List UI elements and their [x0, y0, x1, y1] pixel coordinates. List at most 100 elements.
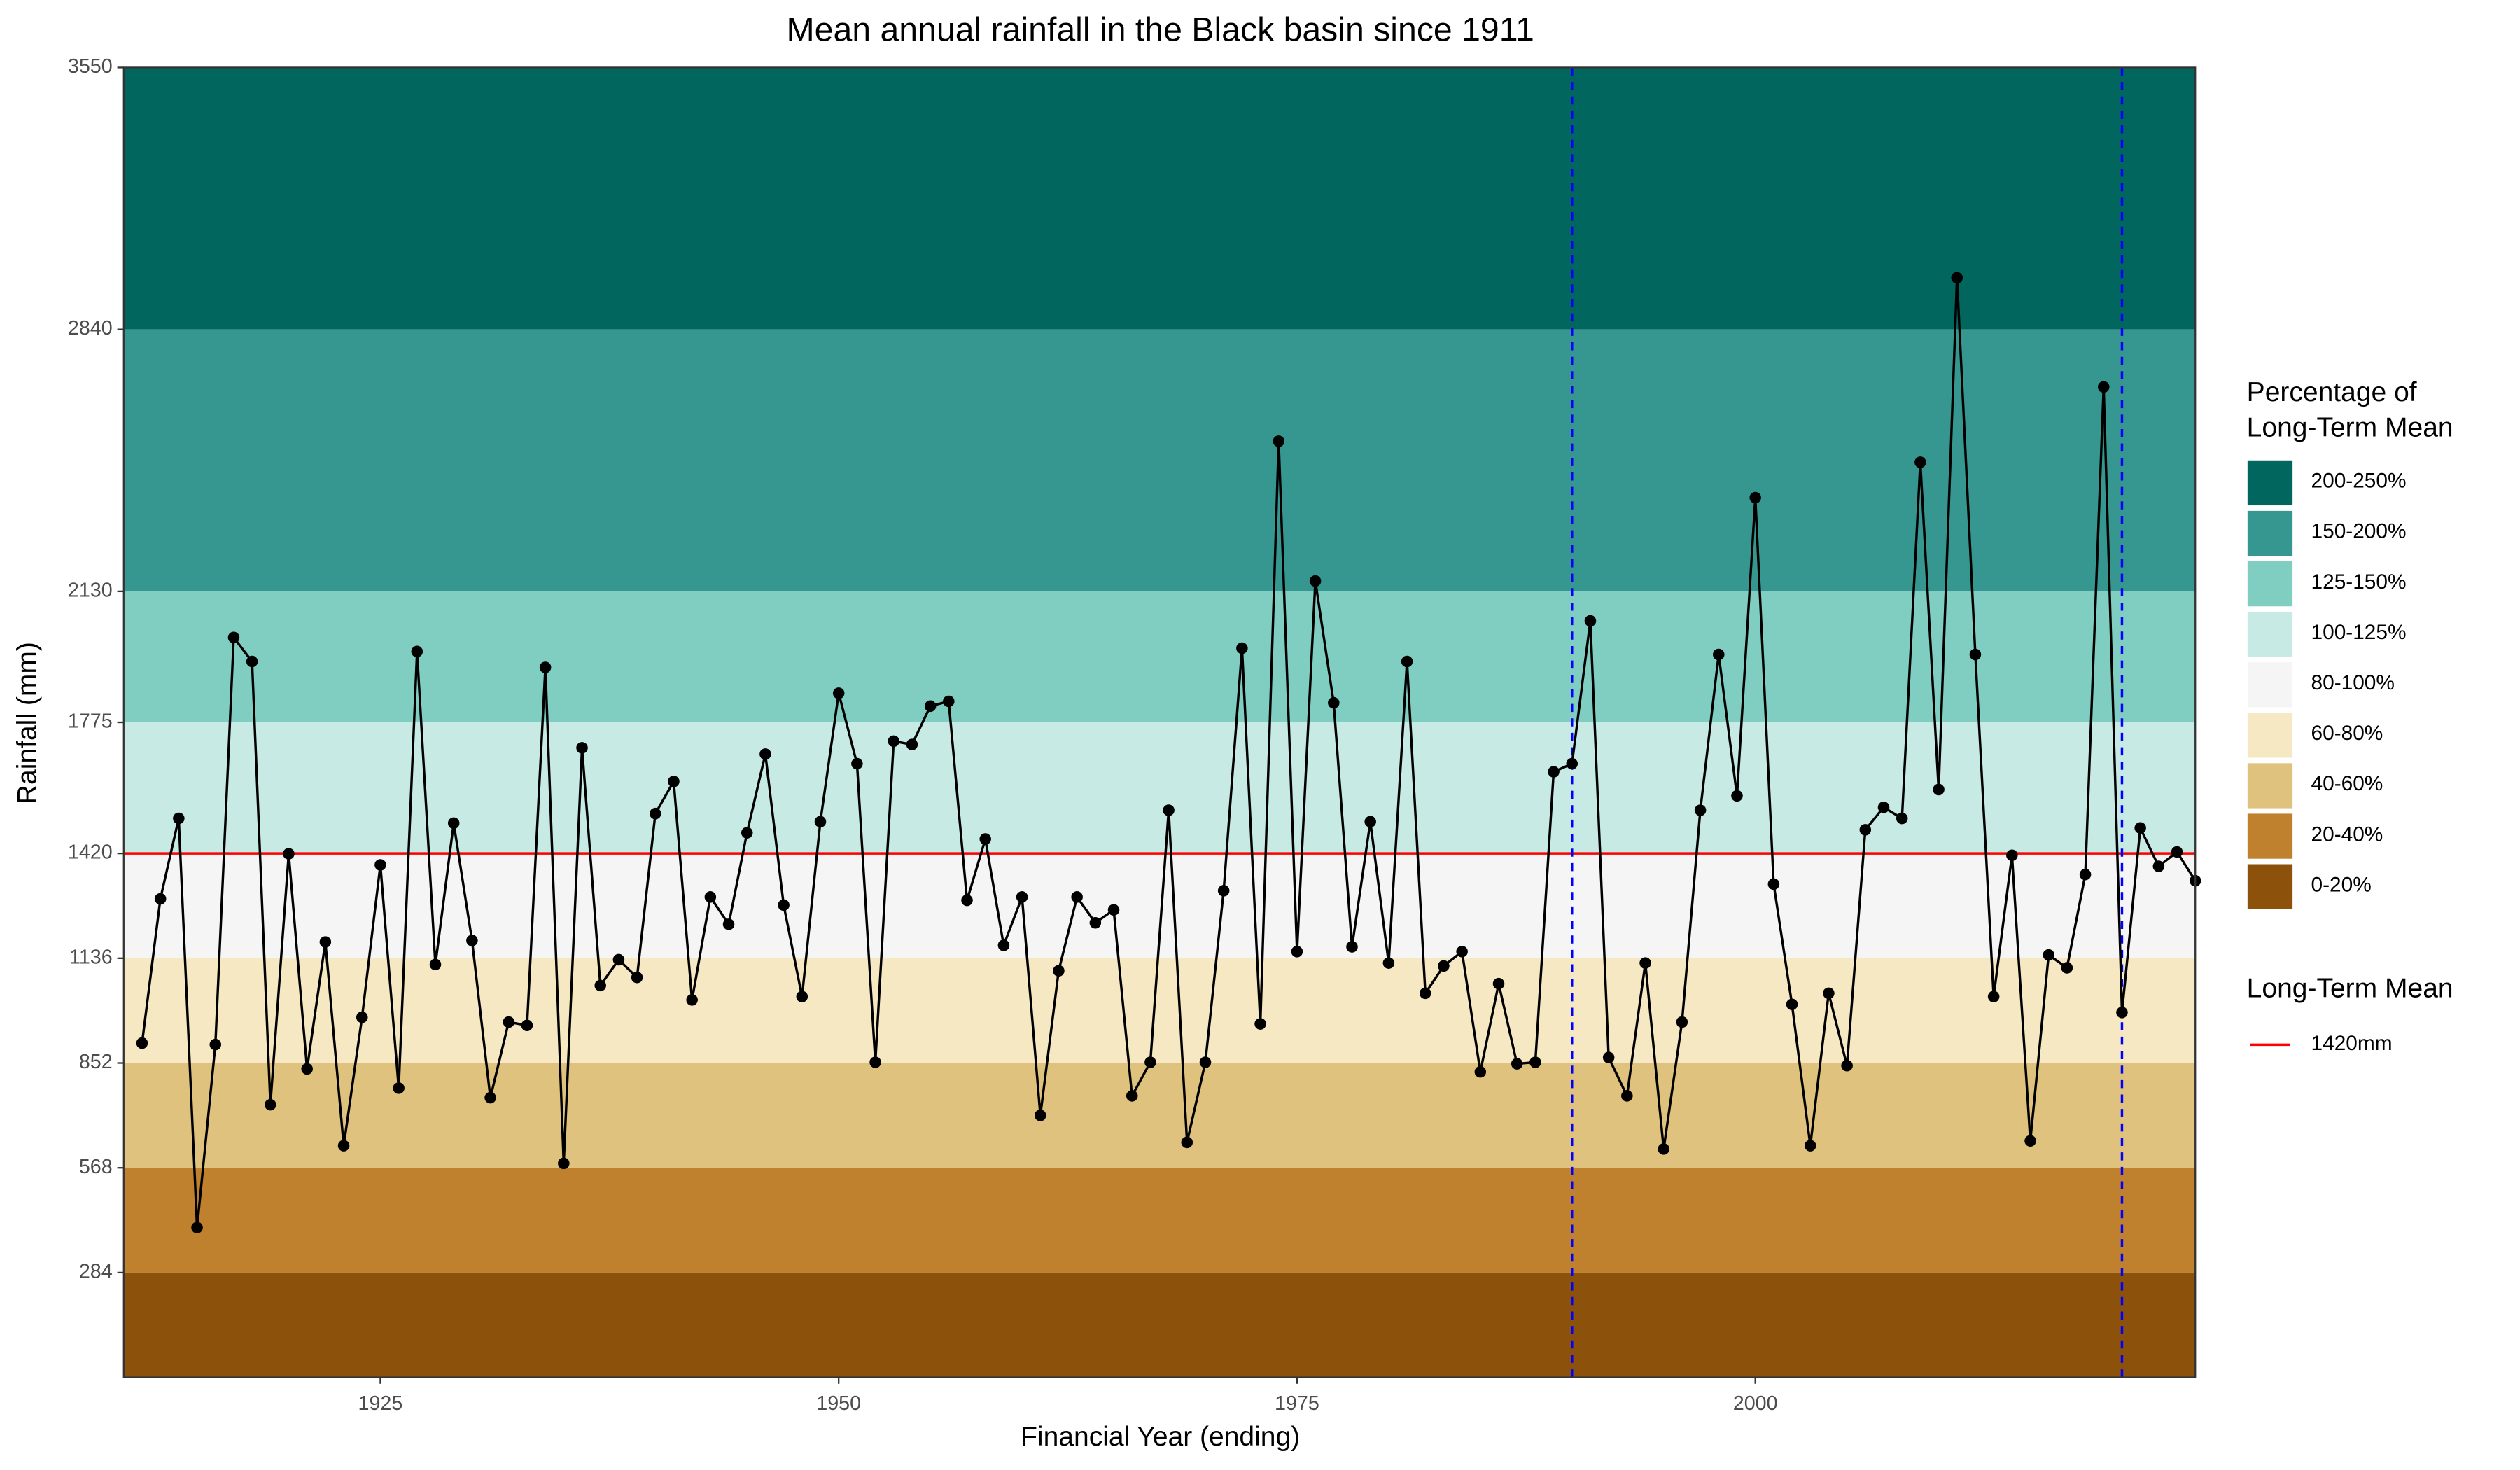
- rainfall-point: [1382, 957, 1395, 969]
- y-tick-label: 2130: [68, 579, 113, 601]
- rainfall-point: [1474, 1065, 1487, 1078]
- rainfall-point: [1658, 1143, 1670, 1155]
- rainfall-point: [1694, 804, 1707, 816]
- rainfall-point: [484, 1091, 496, 1104]
- legend-title: Percentage of: [2247, 377, 2417, 407]
- rainfall-point: [1144, 1056, 1156, 1068]
- x-tick-label: 1925: [358, 1392, 403, 1415]
- legend-key: [2246, 610, 2295, 659]
- rainfall-point: [1951, 272, 1963, 284]
- rainfall-point: [191, 1222, 203, 1233]
- rainfall-point: [2043, 948, 2054, 961]
- rainfall-point: [2152, 860, 2165, 872]
- rainfall-point: [1530, 1056, 1541, 1068]
- legend-key: [2246, 559, 2295, 608]
- rainfall-point: [1731, 790, 1743, 802]
- legend-label: 0-20%: [2311, 873, 2372, 896]
- rainfall-point: [209, 1038, 222, 1051]
- rainfall-point: [429, 958, 442, 971]
- rainfall-point: [1236, 642, 1248, 654]
- y-tick-label: 568: [79, 1156, 113, 1178]
- rainfall-point: [1016, 891, 1028, 903]
- legend-label: 200-250%: [2311, 470, 2407, 493]
- legend-label: 100-125%: [2311, 621, 2407, 644]
- rainfall-point: [943, 695, 955, 708]
- legend-key: [2246, 812, 2295, 861]
- rainfall-point: [337, 1140, 350, 1152]
- legend-title: Long-Term Mean: [2247, 412, 2454, 442]
- rainfall-point: [1914, 456, 1926, 468]
- rainfall-point: [466, 934, 478, 946]
- y-tick-label: 284: [79, 1260, 113, 1282]
- rainfall-point: [1401, 655, 1413, 668]
- rainfall-point: [1566, 757, 1578, 770]
- rainfall-point: [686, 994, 698, 1006]
- rainfall-point: [631, 971, 643, 983]
- rainfall-point: [283, 848, 295, 860]
- rainfall-point: [393, 1082, 405, 1094]
- x-tick-label: 1975: [1275, 1392, 1320, 1415]
- rainfall-point: [668, 776, 680, 788]
- legend-label: 125-150%: [2311, 570, 2407, 594]
- band: [123, 1168, 2196, 1273]
- rainfall-point: [1969, 648, 1982, 661]
- rainfall-point: [447, 817, 460, 830]
- rainfall-point: [2079, 868, 2092, 881]
- rainfall-point: [612, 953, 625, 966]
- legend-key: [2246, 710, 2295, 760]
- rainfall-point: [136, 1037, 148, 1049]
- rainfall-point: [1676, 1016, 1688, 1028]
- rainfall-point: [2006, 849, 2018, 862]
- rainfall-point: [576, 742, 588, 754]
- rainfall-point: [539, 662, 552, 673]
- rainfall-point: [1328, 696, 1340, 709]
- rainfall-point: [1492, 977, 1505, 990]
- rainfall-point: [1346, 941, 1358, 953]
- rainfall-point: [1163, 804, 1175, 816]
- rainfall-point: [1933, 783, 1945, 796]
- rainfall-point: [1639, 957, 1651, 969]
- rainfall-point: [1254, 1018, 1266, 1030]
- rainfall-point: [173, 812, 185, 825]
- rainfall-point: [1859, 824, 1872, 836]
- legend-key: [2246, 509, 2295, 558]
- legend-key: [2246, 762, 2295, 810]
- rainfall-point: [1896, 812, 1908, 825]
- rainfall-point: [1438, 960, 1450, 972]
- rainfall-point: [594, 979, 606, 992]
- rainfall-point: [1841, 1059, 1853, 1072]
- rainfall-point: [1089, 916, 1102, 929]
- band: [123, 67, 2196, 330]
- rainfall-point: [760, 748, 771, 760]
- rainfall-point: [1053, 965, 1065, 977]
- rainfall-point: [1584, 615, 1597, 627]
- rainfall-point: [227, 631, 240, 644]
- rainfall-point: [1786, 998, 1798, 1010]
- rainfall-point: [1713, 648, 1725, 661]
- rainfall-point: [2061, 962, 2073, 974]
- rainfall-point: [961, 894, 973, 906]
- rainfall-point: [1987, 990, 2000, 1002]
- rainfall-point: [1548, 766, 1560, 778]
- rainfall-point: [1877, 801, 1890, 813]
- y-tick-label: 1420: [68, 841, 113, 864]
- rainfall-point: [521, 1019, 533, 1032]
- rainfall-point: [1199, 1056, 1212, 1068]
- rainfall-point: [1419, 987, 1432, 1000]
- rainfall-point: [997, 939, 1010, 951]
- legend-label: 150-200%: [2311, 520, 2407, 543]
- rainfall-point: [411, 645, 424, 658]
- rainfall-point: [2171, 846, 2183, 858]
- rainfall-point: [1456, 946, 1468, 958]
- rainfall-point: [979, 833, 991, 845]
- rainfall-point: [832, 687, 845, 699]
- rainfall-point: [1621, 1090, 1633, 1102]
- rainfall-point: [374, 859, 386, 871]
- x-tick-label: 2000: [1733, 1392, 1778, 1415]
- legend-label: 60-80%: [2311, 722, 2384, 745]
- y-tick-label: 2840: [68, 317, 113, 340]
- rainfall-point: [503, 1016, 515, 1028]
- band: [123, 1063, 2196, 1168]
